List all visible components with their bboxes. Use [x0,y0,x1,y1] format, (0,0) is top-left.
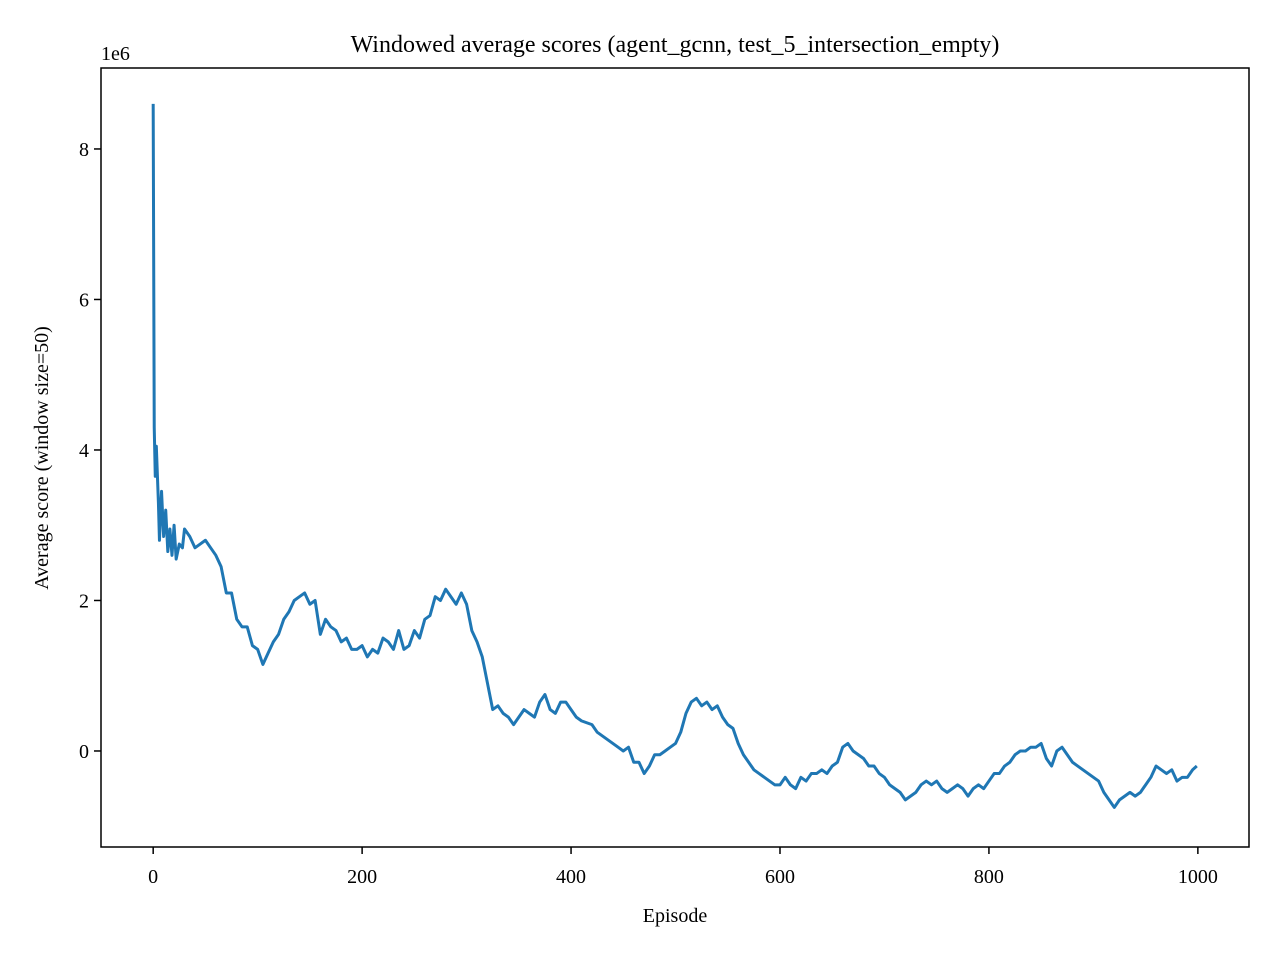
y-tick-label: 0 [79,741,89,763]
x-tick-label: 0 [148,866,158,888]
x-tick-label: 600 [765,866,795,888]
y-tick-label: 6 [79,289,89,311]
y-tick-label: 4 [79,440,89,462]
y-tick-label: 2 [79,590,89,612]
axes-frame [100,67,1250,848]
data-line [151,103,1198,809]
y-axis-label: Average score (window size=50) [31,326,53,590]
x-tick-label: 200 [347,866,377,888]
y-offset-label: 1e6 [101,43,130,65]
x-tick-label: 1000 [1178,866,1218,888]
chart-title: Windowed average scores (agent_gcnn, tes… [351,32,1000,58]
x-tick-label: 800 [974,866,1004,888]
x-tick-label: 400 [556,866,586,888]
x-axis-label: Episode [643,905,708,927]
y-tick-label: 8 [79,139,89,161]
